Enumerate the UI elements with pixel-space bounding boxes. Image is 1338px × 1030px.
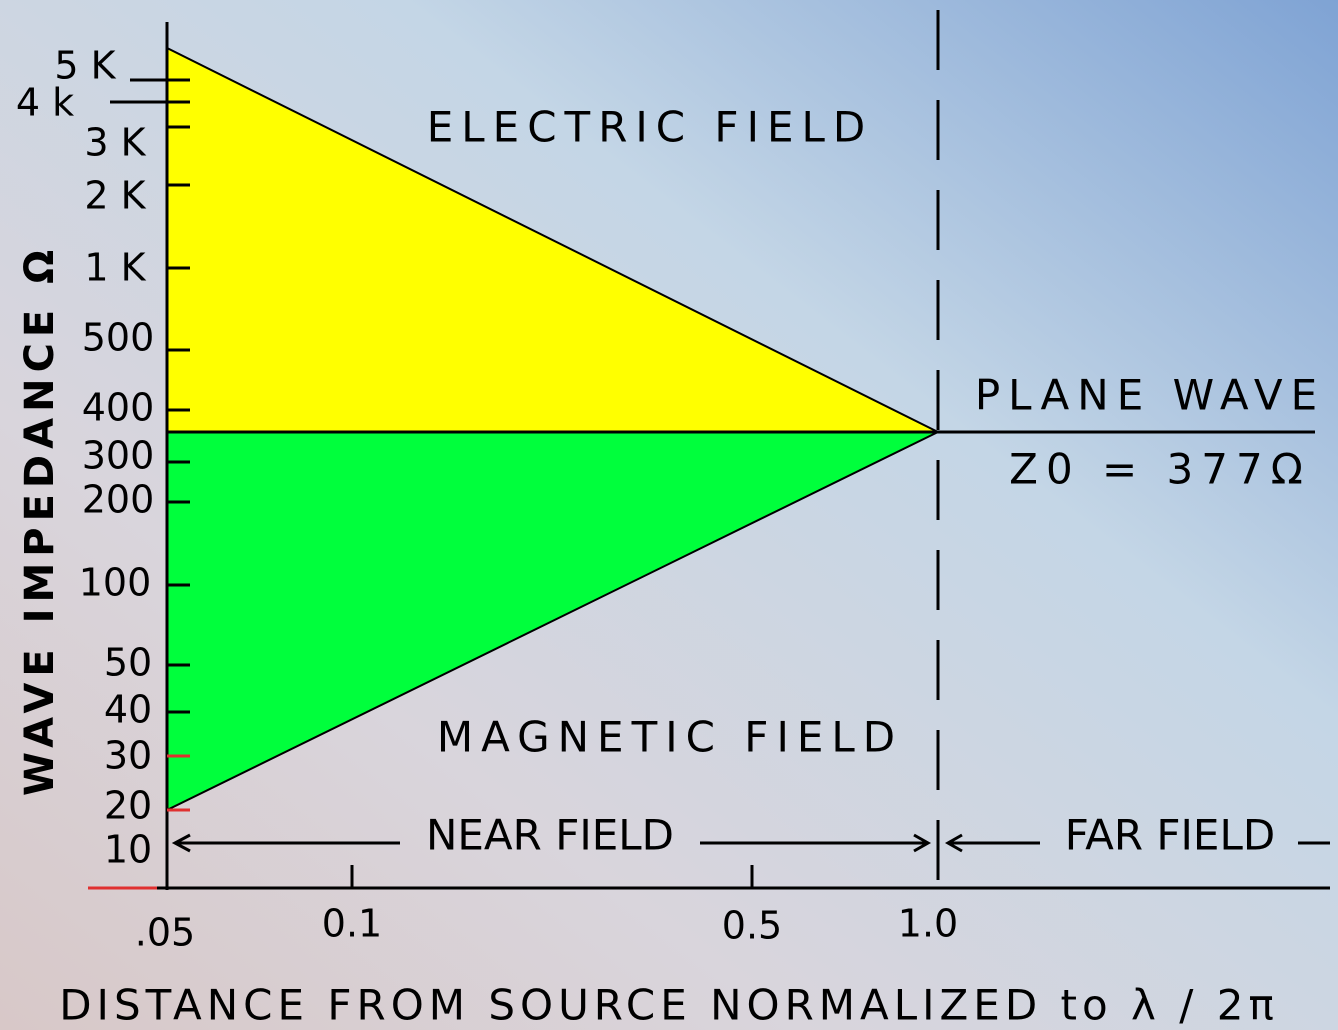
x-tick-label: .05	[135, 911, 195, 955]
y-tick-label: 100	[79, 561, 152, 605]
x-tick-label: 0.1	[322, 902, 382, 946]
y-tick-label: 3 K	[84, 121, 146, 165]
y-tick-label: 10	[104, 828, 152, 872]
y-tick-label: 4 k	[16, 81, 74, 125]
far-field-label: FAR FIELD	[1065, 811, 1275, 860]
y-tick-label: 5 K	[54, 44, 116, 88]
y-tick-marks	[110, 78, 754, 888]
y-tick-label: 500	[82, 316, 155, 360]
z0-label: Z0 = 377Ω	[1009, 445, 1311, 494]
magnetic-label: MAGNETIC FIELD	[437, 713, 903, 762]
near-field-label: NEAR FIELD	[426, 811, 674, 860]
y-axis-title: WAVE IMPEDANCE Ω	[17, 244, 63, 796]
x-tick-label: 1.0	[898, 902, 958, 946]
x-tick-label: 0.5	[722, 904, 782, 948]
y-tick-label: 50	[104, 641, 152, 685]
y-tick-label: 400	[82, 386, 155, 430]
y-tick-label: 300	[82, 434, 155, 478]
zone-arrows	[171, 833, 1330, 853]
y-tick-label: 40	[104, 688, 152, 732]
plane-wave-label: PLANE WAVE	[975, 371, 1325, 420]
y-tick-label: 20	[104, 784, 152, 828]
y-tick-label: 2 K	[84, 174, 146, 218]
x-axis-title: DISTANCE FROM SOURCE NORMALIZED to λ / 2…	[59, 981, 1279, 1030]
y-tick-label: 30	[104, 734, 152, 778]
y-tick-label: 1 K	[84, 246, 146, 290]
electric-label: ELECTRIC FIELD	[427, 103, 874, 152]
y-tick-label: 200	[82, 478, 155, 522]
